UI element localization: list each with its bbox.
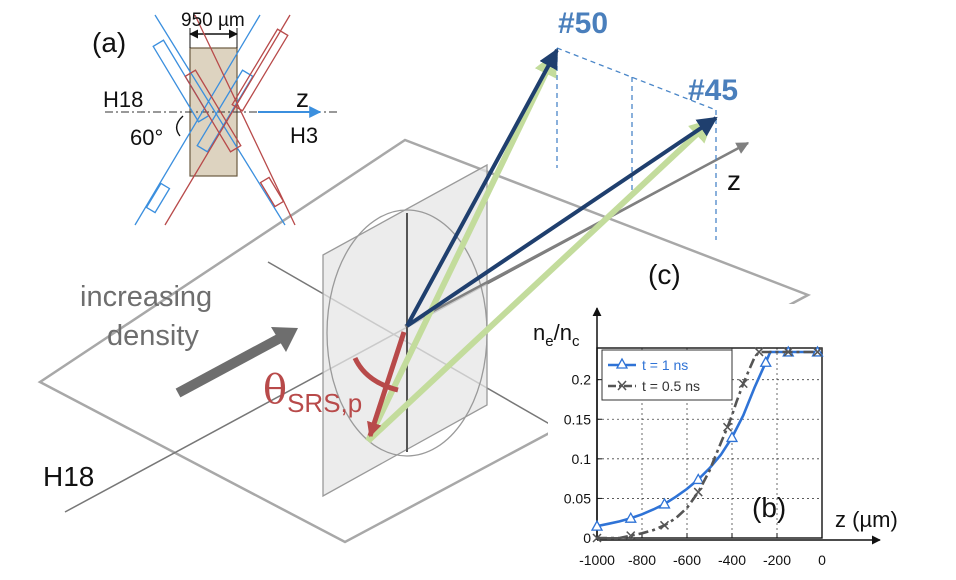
density-label-line2: density [107,320,199,352]
point-marker-05ns [812,347,823,357]
x-tick-label: 0 [818,552,826,568]
panel-b-chart: -1000 -800 -600 -400 -200 0 0 0.05 0.1 0.15 0.2 t … [533,304,956,580]
beam-50-navy [405,48,559,327]
point-marker-05ns [626,531,636,541]
theta-symbol: θ [263,367,287,413]
z-axis-label: z [727,165,741,196]
point-marker-05ns [754,347,764,357]
legend-marker-triangle [615,357,629,369]
y-tick-label: 0 [583,530,591,546]
density-label-line1: increasing [80,281,212,313]
density-arrow [175,331,287,398]
point-marker-1ns [624,511,637,523]
panel-c-label: (c) [648,259,681,290]
point-marker-1ns [590,519,604,531]
point-marker-05ns [693,487,703,497]
panel-a-label: (a) [92,27,126,58]
beam-45-navy [405,116,718,328]
chart-series [590,345,824,543]
density-arrow-head [271,327,298,352]
x-axis-label: z (µm) [835,507,898,532]
panel-b-label: (b) [752,492,786,523]
inset-h3-label: H3 [290,123,318,148]
srs-red-arrow [367,331,407,438]
vertical-plane [322,163,488,498]
chart-legend: t = 1 ns t = 0.5 ns [601,349,733,401]
point-marker-05ns [592,533,602,543]
angle-label: 60° [130,125,163,150]
inset-h18-label: H18 [103,87,143,112]
beam-50-green [365,51,558,443]
y-label-n: n [533,320,545,345]
y-tick-label: 0.05 [564,490,591,506]
angle-arc [175,115,184,137]
point-marker-05ns [659,520,670,530]
point-marker-1ns [658,497,671,509]
x-tick-label: -1000 [579,552,615,568]
beam-label-45: #45 [688,74,738,107]
width-label: 950 µm [181,10,245,31]
point-marker-05ns [722,422,733,432]
chart-ticks: -1000 -800 -600 -400 -200 0 0 0.05 0.1 0.15 0.2 [564,372,826,568]
point-marker-1ns [692,473,705,485]
y-tick-label: 0.15 [564,411,591,427]
theta-srs-label: θSRS,p [263,367,362,418]
series-line-05ns [597,350,818,540]
beam-label-50: #50 [558,7,608,40]
h18-label-main: H18 [43,461,94,492]
x-tick-label: -200 [763,552,791,568]
point-marker-1ns [725,431,739,443]
h3-beam-pair [164,14,296,226]
y-axis-label: ne/nc [533,320,580,350]
x-tick-label: -600 [673,552,701,568]
z-axis-arrow [404,141,750,328]
legend-marker-x [617,380,627,391]
x-tick-label: -400 [718,552,746,568]
legend-label-05ns: t = 0.5 ns [642,378,700,394]
panel-a-inset: (a) 950 µm H18 z H3 60° [92,10,340,226]
beam-45-green [365,117,715,444]
srs-angle-arc [352,356,399,393]
y-tick-label: 0.1 [572,451,592,467]
y-label-sub-c: c [572,333,580,350]
y-label-sep: /n [554,320,572,345]
y-tick-label: 0.2 [572,372,592,388]
x-tick-label: -800 [628,552,656,568]
panel-c-schematic: #50 #45 z (c) increasing density H18 θSR… [37,7,812,544]
legend-box [601,349,733,401]
legend-label-1ns: t = 1 ns [642,357,688,373]
theta-subscript: SRS,p [287,388,362,418]
y-label-sub-e: e [545,333,553,350]
point-marker-05ns [783,347,793,357]
point-marker-05ns [738,379,748,389]
point-marker-1ns [759,355,772,367]
horizontal-plane [37,138,812,544]
inset-z-label: z [296,83,309,113]
